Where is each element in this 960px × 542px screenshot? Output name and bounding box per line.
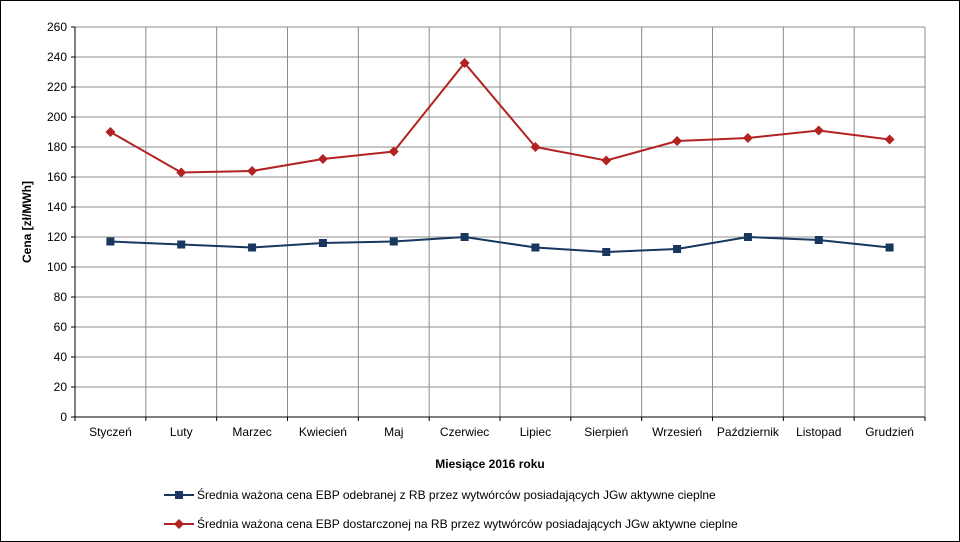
data-point-diamond [176, 167, 187, 178]
data-point-diamond [601, 155, 612, 166]
legend-entry-2: Średnia ważona cena EBP dostarczonej na … [164, 516, 738, 531]
data-point-square [673, 245, 682, 253]
x-tick-label: Październik [717, 425, 780, 439]
y-tick-label: 200 [47, 110, 67, 124]
data-point-square [531, 243, 540, 252]
y-tick-label: 0 [60, 410, 67, 424]
x-tick-label: Kwiecień [299, 425, 347, 439]
y-tick-label: 40 [54, 350, 68, 364]
legend-marker-diamond [174, 519, 184, 529]
y-tick-label: 260 [47, 20, 67, 34]
data-point-square [743, 233, 752, 241]
data-point-square [885, 243, 894, 252]
x-tick-label: Lipiec [520, 425, 551, 439]
series-line [110, 235, 890, 254]
y-tick-label: 100 [47, 260, 67, 274]
data-point-square [602, 248, 611, 256]
x-tick-label: Styczeń [89, 425, 132, 439]
legend-label-2: Średnia ważona cena EBP dostarczonej na … [197, 516, 738, 531]
data-point-square [814, 236, 823, 244]
data-point-diamond [317, 154, 328, 164]
data-point-diamond [105, 127, 116, 137]
y-tick-labels: 0 20 40 60 80 100 120 140 160 180 200 220 240 260 [47, 20, 67, 424]
y-axis-title: Cena [zł/MWh] [20, 181, 34, 263]
data-point-square [389, 237, 398, 246]
series-group [105, 58, 895, 256]
x-tick-label: Sierpień [584, 425, 628, 439]
x-tick-label: Marzec [232, 425, 271, 439]
data-point-diamond [388, 146, 399, 157]
data-point-square [248, 243, 257, 252]
x-tick-label: Wrzesień [652, 425, 702, 439]
data-point-diamond [247, 166, 258, 176]
x-tick-label: Maj [384, 425, 403, 439]
x-tick-label: Luty [170, 425, 193, 439]
y-tick-label: 120 [47, 230, 67, 244]
data-point-diamond [742, 133, 753, 143]
x-tick-label: Listopad [796, 425, 841, 439]
legend-entry-1: Średnia ważona cena EBP odebranej z RB p… [164, 487, 716, 502]
y-tick-label: 80 [54, 290, 68, 304]
series-1 [106, 233, 894, 256]
x-tick-labels: Styczeń Luty Marzec Kwiecień Maj Czerwiec Lipi… [89, 425, 914, 439]
data-point-diamond [530, 142, 541, 152]
data-point-diamond [884, 134, 895, 145]
data-point-diamond [813, 125, 824, 136]
legend-label-1: Średnia ważona cena EBP odebranej z RB p… [197, 487, 716, 502]
grid-lines [75, 26, 926, 417]
x-tick-label: Grudzień [865, 425, 914, 439]
x-axis-title: Miesiące 2016 roku [435, 457, 544, 471]
legend: Średnia ważona cena EBP odebranej z RB p… [164, 487, 738, 531]
y-tick-label: 20 [54, 380, 68, 394]
y-tick-label: 140 [47, 200, 67, 214]
y-tick-label: 220 [47, 80, 67, 94]
data-point-diamond [672, 136, 683, 146]
series-2 [105, 58, 895, 178]
data-point-diamond [459, 58, 470, 68]
data-point-square [177, 240, 186, 249]
series-line [109, 61, 890, 174]
y-tick-label: 60 [54, 320, 68, 334]
legend-marker-square [175, 491, 183, 499]
y-tick-label: 240 [47, 50, 67, 64]
data-point-square [460, 233, 469, 241]
axes [71, 26, 926, 421]
data-point-square [106, 237, 115, 246]
x-tick-label: Czerwiec [440, 425, 489, 439]
y-tick-label: 180 [47, 140, 67, 154]
data-point-square [318, 239, 327, 247]
y-tick-label: 160 [47, 170, 67, 184]
